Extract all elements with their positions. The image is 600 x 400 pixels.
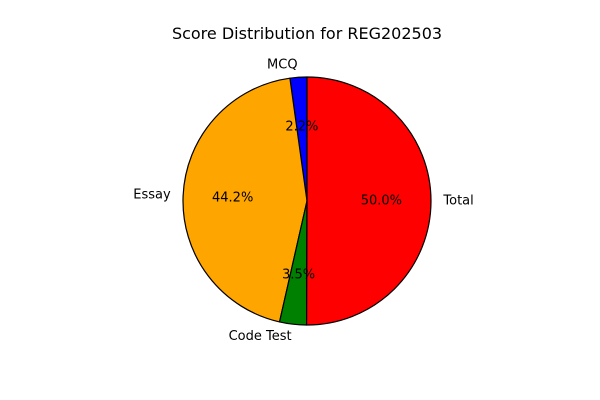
slice-label-mcq: MCQ [267,57,298,72]
pie-slice-total [306,76,432,326]
percent-label-mcq: 2.2% [285,119,318,134]
chart-title: Score Distribution for REG202503 [172,24,442,43]
slice-label-total: Total [442,194,473,209]
percent-label-essay: 44.2% [212,190,253,205]
slice-label-code-test: Code Test [229,329,292,344]
percent-label-total: 50.0% [361,194,402,209]
percent-labels: 2.2% 44.2% 3.5% 50.0% [212,119,402,282]
pie-slice-essay [182,77,308,323]
pie-slices [182,76,432,326]
slice-label-essay: Essay [133,188,171,203]
percent-label-code-test: 3.5% [282,267,315,282]
slice-labels: MCQ Essay Code Test Total [133,57,473,344]
